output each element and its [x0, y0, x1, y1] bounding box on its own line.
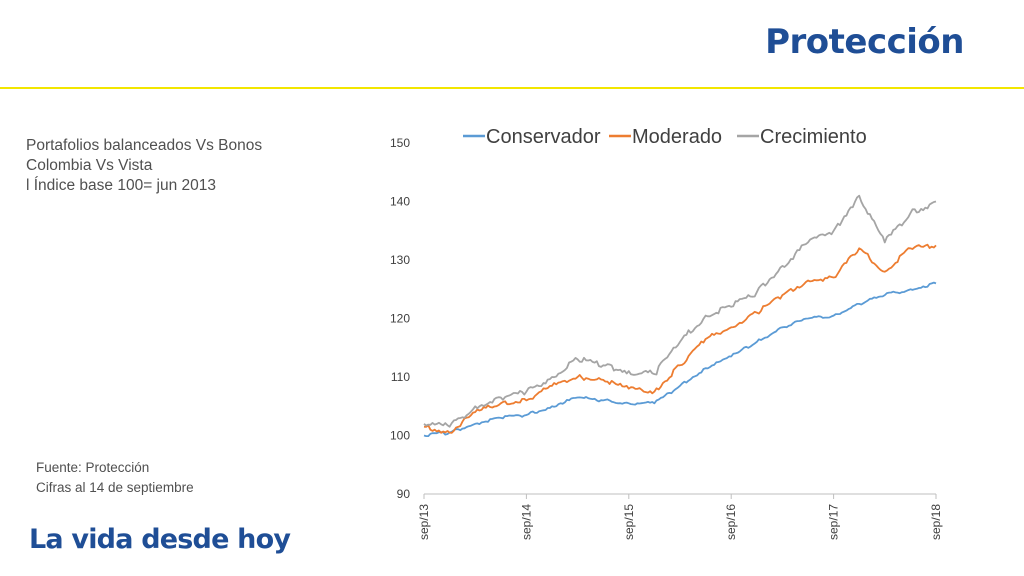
footer-tagline: La vida desde hoy [29, 524, 291, 555]
y-tick-label: 150 [390, 136, 410, 150]
description-line: l Índice base 100= jun 2013 [26, 177, 217, 194]
x-tick-label: sep/18 [929, 504, 943, 540]
x-tick-label: sep/15 [622, 504, 636, 540]
y-tick-label: 140 [390, 195, 410, 209]
y-tick-label: 90 [397, 487, 411, 501]
x-tick-label: sep/14 [519, 504, 533, 540]
source-note: Fuente: Protección Cifras al 14 de septi… [36, 458, 194, 498]
legend-label: Moderado [632, 126, 722, 148]
y-tick-label: 110 [391, 370, 410, 384]
x-tick-label: sep/16 [724, 504, 738, 540]
source-line: Fuente: Protección [36, 460, 150, 475]
source-line: Cifras al 14 de septiembre [36, 480, 194, 495]
x-tick-label: sep/17 [827, 504, 841, 540]
y-tick-label: 120 [390, 312, 410, 326]
legend-label: Conservador [486, 126, 601, 148]
description-line: Colombia Vs Vista [26, 157, 153, 174]
legend-label: Crecimiento [760, 126, 867, 148]
series-line-moderado [423, 243, 937, 434]
y-tick-label: 100 [390, 429, 410, 443]
header-divider [0, 87, 1024, 89]
chart-description: Portafolios balanceados Vs Bonos Colombi… [26, 136, 262, 196]
y-tick-label: 130 [390, 253, 410, 267]
brand-logo: Protección [765, 22, 964, 62]
x-tick-label: sep/13 [417, 504, 431, 540]
series-line-conservador [423, 281, 937, 437]
description-line: Portafolios balanceados Vs Bonos [26, 137, 263, 154]
series-line-crecimiento [423, 194, 937, 428]
